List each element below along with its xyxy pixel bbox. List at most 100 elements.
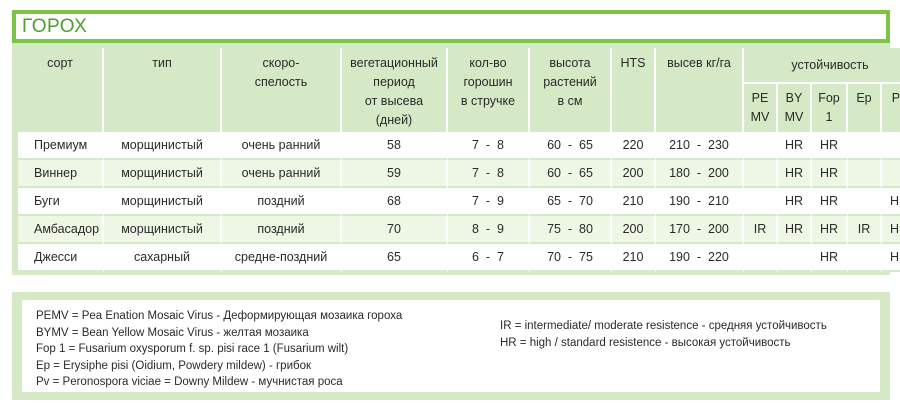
legend-line-fop: Fop 1 = Fusarium oxysporum f. sp. pisi r…: [36, 343, 349, 355]
cell-bymv: HR: [778, 132, 812, 160]
cell-height: 60 - 65: [530, 160, 612, 188]
cell-ep: [848, 132, 882, 160]
col-header-sort: сорт: [18, 48, 104, 132]
cell-ep: [848, 188, 882, 216]
col-header-height: высота растений в см: [530, 48, 612, 132]
cell-ep: [848, 244, 882, 272]
table-row: Виннер морщинистый очень ранний 59 7 - 8…: [18, 160, 900, 188]
cell-hts: 210: [612, 244, 656, 272]
table-row: Амбасадор морщинистый поздний 70 8 - 9 7…: [18, 216, 900, 244]
cell-fop: HR: [812, 160, 848, 188]
varieties-table: сорт тип скоро-спелость вегетационный пер…: [18, 48, 900, 272]
title-bar: ГОРОХ: [12, 10, 890, 43]
cell-vegetation: 65: [342, 244, 448, 272]
cell-height: 65 - 70: [530, 188, 612, 216]
cell-peas: 7 - 8: [448, 132, 530, 160]
cell-seeding: 190 - 220: [656, 244, 744, 272]
cell-sort: Виннер: [18, 160, 104, 188]
legend-line-pemv: PEMV = Pea Enation Mosaic Virus - Деформ…: [36, 310, 403, 322]
col-header-type: тип: [104, 48, 222, 132]
cell-maturity: средне-поздний: [222, 244, 342, 272]
cell-pemv: [744, 132, 778, 160]
cell-seeding: 210 - 230: [656, 132, 744, 160]
col-header-vegetation: вегетационный период от высева (дней): [342, 48, 448, 132]
disease-legend: PEMV = Pea Enation Mosaic Virus - Деформ…: [36, 308, 402, 391]
legend-line-ep: Ep = Erysiphe pisi (Oidium, Powdery mild…: [36, 359, 312, 372]
cell-pemv: [744, 188, 778, 216]
col-header-hts: HTS: [612, 48, 656, 132]
col-header-resistance: устойчивость: [744, 48, 900, 82]
cell-pv: [882, 160, 900, 188]
pea-varieties-panel: ГОРОХ сорт тип скоро-спелость вегетацион…: [12, 10, 900, 275]
col-header-ep: Ep: [848, 82, 882, 132]
cell-maturity: поздний: [222, 188, 342, 216]
cell-bymv: HR: [778, 160, 812, 188]
col-header-fop: Fop 1: [812, 82, 848, 132]
legend-line-hr: HR = high / standard resistence - высока…: [500, 336, 791, 349]
cell-bymv: [778, 244, 812, 272]
col-header-pemv: PE MV: [744, 82, 778, 132]
table-row: Премиум морщинистый очень ранний 58 7 - …: [18, 132, 900, 160]
cell-seeding: 180 - 200: [656, 160, 744, 188]
title-box: ГОРОХ: [16, 14, 886, 39]
cell-height: 70 - 75: [530, 244, 612, 272]
cell-peas: 8 - 9: [448, 216, 530, 244]
cell-vegetation: 70: [342, 216, 448, 244]
cell-seeding: 170 - 200: [656, 216, 744, 244]
cell-height: 60 - 65: [530, 132, 612, 160]
cell-bymv: HR: [778, 188, 812, 216]
cell-pv: HR: [882, 216, 900, 244]
legend-panel: PEMV = Pea Enation Mosaic Virus - Деформ…: [12, 292, 890, 400]
cell-type: морщинистый: [104, 216, 222, 244]
col-header-peas-per-pod: кол-во горошин в стручке: [448, 48, 530, 132]
col-header-pv: Pv: [882, 82, 900, 132]
cell-vegetation: 68: [342, 188, 448, 216]
table-row: Джесси сахарный средне-поздний 65 6 - 7 …: [18, 244, 900, 272]
cell-sort: Буги: [18, 188, 104, 216]
legend-box: PEMV = Pea Enation Mosaic Virus - Деформ…: [22, 300, 880, 392]
cell-fop: HR: [812, 244, 848, 272]
cell-hts: 220: [612, 132, 656, 160]
cell-ep: IR: [848, 216, 882, 244]
cell-type: морщинистый: [104, 188, 222, 216]
cell-bymv: HR: [778, 216, 812, 244]
cell-pv: HR: [882, 244, 900, 272]
cell-pv: HR: [882, 188, 900, 216]
page-title: ГОРОХ: [22, 16, 88, 37]
cell-pemv: [744, 244, 778, 272]
cell-type: морщинистый: [104, 132, 222, 160]
col-header-seeding: высев кг/га: [656, 48, 744, 132]
cell-type: морщинистый: [104, 160, 222, 188]
legend-line-bymv: BYMV = Bean Yellow Mosaic Virus - желтая…: [36, 326, 309, 339]
col-header-maturity: скоро-спелость: [222, 48, 342, 132]
cell-maturity: поздний: [222, 216, 342, 244]
legend-line-pv: Pv = Peronospora viciae = Downy Mildew -…: [36, 376, 343, 388]
cell-height: 75 - 80: [530, 216, 612, 244]
cell-hts: 200: [612, 160, 656, 188]
cell-vegetation: 59: [342, 160, 448, 188]
cell-seeding: 190 - 210: [656, 188, 744, 216]
cell-sort: Амбасадор: [18, 216, 104, 244]
cell-sort: Джесси: [18, 244, 104, 272]
col-header-bymv: BY MV: [778, 82, 812, 132]
cell-vegetation: 58: [342, 132, 448, 160]
cell-peas: 7 - 8: [448, 160, 530, 188]
table-row: Буги морщинистый поздний 68 7 - 9 65 - 7…: [18, 188, 900, 216]
cell-maturity: очень ранний: [222, 132, 342, 160]
cell-fop: HR: [812, 216, 848, 244]
legend-line-ir: IR = intermediate/ moderate resistence -…: [500, 320, 827, 332]
cell-fop: HR: [812, 188, 848, 216]
cell-type: сахарный: [104, 244, 222, 272]
cell-hts: 210: [612, 188, 656, 216]
cell-peas: 6 - 7: [448, 244, 530, 272]
cell-fop: HR: [812, 132, 848, 160]
cell-maturity: очень ранний: [222, 160, 342, 188]
cell-hts: 200: [612, 216, 656, 244]
cell-peas: 7 - 9: [448, 188, 530, 216]
cell-sort: Премиум: [18, 132, 104, 160]
header-row: сорт тип скоро-спелость вегетационный пер…: [18, 48, 900, 132]
cell-pv: [882, 132, 900, 160]
cell-ep: [848, 160, 882, 188]
cell-pemv: [744, 160, 778, 188]
